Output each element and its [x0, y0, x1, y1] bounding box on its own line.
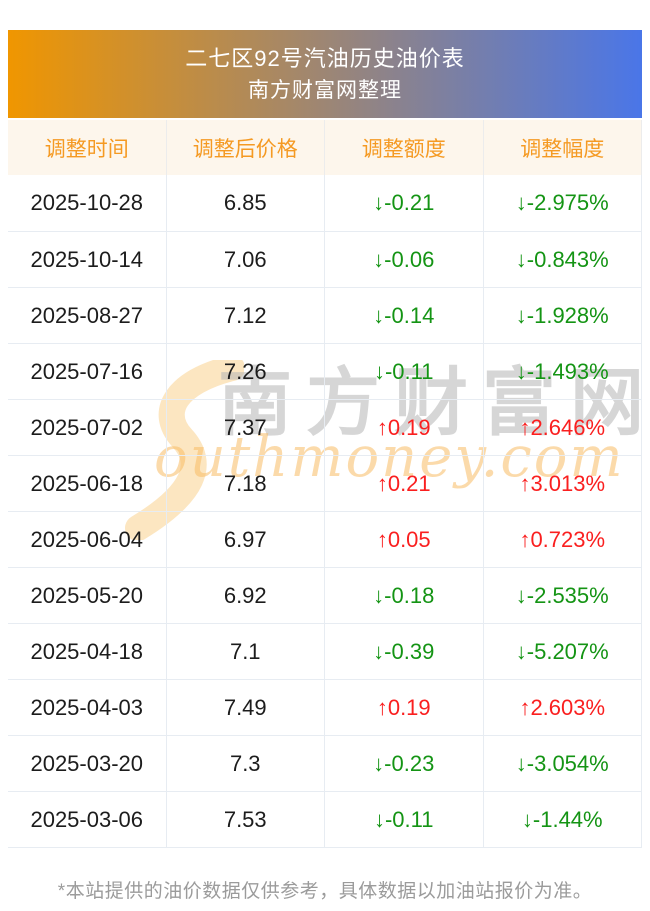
title-banner: 二七区92号汽油历史油价表 南方财富网整理 [8, 30, 642, 118]
adjust-date: 2025-04-03 [8, 680, 167, 735]
change-percent: ↓-1.493% [484, 344, 642, 399]
adjust-date: 2025-07-16 [8, 344, 167, 399]
adjust-date: 2025-10-14 [8, 232, 167, 287]
column-header-change: 调整额度 [325, 120, 484, 175]
change-percent: ↑2.646% [484, 400, 642, 455]
change-amount: ↓-0.11 [325, 792, 484, 847]
adjusted-price: 7.18 [167, 456, 325, 511]
adjust-date: 2025-07-02 [8, 400, 167, 455]
change-amount: ↓-0.06 [325, 232, 484, 287]
change-percent: ↓-2.975% [484, 175, 642, 231]
table-row: 2025-07-02 7.37 ↑0.19 ↑2.646% [8, 399, 642, 455]
table-row: 2025-07-16 7.26 ↓-0.11 ↓-1.493% [8, 343, 642, 399]
change-amount: ↑0.19 [325, 400, 484, 455]
table-row: 2025-06-04 6.97 ↑0.05 ↑0.723% [8, 511, 642, 567]
table-row: 2025-05-20 6.92 ↓-0.18 ↓-2.535% [8, 567, 642, 623]
column-header-pct: 调整幅度 [484, 120, 642, 175]
adjust-date: 2025-08-27 [8, 288, 167, 343]
table-row: 2025-03-06 7.53 ↓-0.11 ↓-1.44% [8, 791, 642, 847]
adjusted-price: 6.85 [167, 175, 325, 231]
change-percent: ↓-1.928% [484, 288, 642, 343]
adjusted-price: 7.53 [167, 792, 325, 847]
page-title: 二七区92号汽油历史油价表 [185, 45, 465, 71]
change-amount: ↓-0.23 [325, 736, 484, 791]
column-header-time: 调整时间 [8, 120, 167, 175]
adjusted-price: 6.97 [167, 512, 325, 567]
table-grid: 调整时间 调整后价格 调整额度 调整幅度 2025-10-28 6.85 ↓-0… [8, 120, 642, 848]
change-amount: ↓-0.39 [325, 624, 484, 679]
price-table: 南方财富网 outhmoney.com 调整时间 调整后价格 调整额度 调整幅度… [8, 120, 642, 848]
change-percent: ↑2.603% [484, 680, 642, 735]
change-amount: ↓-0.11 [325, 344, 484, 399]
change-amount: ↓-0.18 [325, 568, 484, 623]
change-percent: ↓-0.843% [484, 232, 642, 287]
column-header-price: 调整后价格 [167, 120, 325, 175]
table-row: 2025-10-28 6.85 ↓-0.21 ↓-2.975% [8, 175, 642, 231]
change-percent: ↓-5.207% [484, 624, 642, 679]
adjusted-price: 7.1 [167, 624, 325, 679]
adjusted-price: 7.26 [167, 344, 325, 399]
adjusted-price: 7.49 [167, 680, 325, 735]
adjusted-price: 7.3 [167, 736, 325, 791]
adjust-date: 2025-10-28 [8, 175, 167, 231]
table-row: 2025-04-18 7.1 ↓-0.39 ↓-5.207% [8, 623, 642, 679]
change-amount: ↑0.05 [325, 512, 484, 567]
change-percent: ↓-2.535% [484, 568, 642, 623]
change-amount: ↓-0.21 [325, 175, 484, 231]
adjusted-price: 7.12 [167, 288, 325, 343]
change-percent: ↑0.723% [484, 512, 642, 567]
table-row: 2025-03-20 7.3 ↓-0.23 ↓-3.054% [8, 735, 642, 791]
table-row: 2025-08-27 7.12 ↓-0.14 ↓-1.928% [8, 287, 642, 343]
adjust-date: 2025-04-18 [8, 624, 167, 679]
change-percent: ↑3.013% [484, 456, 642, 511]
adjusted-price: 7.37 [167, 400, 325, 455]
adjust-date: 2025-05-20 [8, 568, 167, 623]
adjust-date: 2025-03-06 [8, 792, 167, 847]
adjusted-price: 6.92 [167, 568, 325, 623]
table-row: 2025-04-03 7.49 ↑0.19 ↑2.603% [8, 679, 642, 735]
change-percent: ↓-1.44% [484, 792, 642, 847]
adjust-date: 2025-06-04 [8, 512, 167, 567]
disclaimer-note: *本站提供的油价数据仅供参考，具体数据以加油站报价为准。 [57, 881, 593, 902]
change-amount: ↓-0.14 [325, 288, 484, 343]
page-subtitle: 南方财富网整理 [248, 78, 402, 102]
table-header-row: 调整时间 调整后价格 调整额度 调整幅度 [8, 120, 642, 175]
adjust-date: 2025-06-18 [8, 456, 167, 511]
table-body: 2025-10-28 6.85 ↓-0.21 ↓-2.975% 2025-10-… [8, 175, 642, 848]
table-row: 2025-06-18 7.18 ↑0.21 ↑3.013% [8, 455, 642, 511]
table-row: 2025-10-14 7.06 ↓-0.06 ↓-0.843% [8, 231, 642, 287]
change-percent: ↓-3.054% [484, 736, 642, 791]
change-amount: ↑0.21 [325, 456, 484, 511]
adjust-date: 2025-03-20 [8, 736, 167, 791]
change-amount: ↑0.19 [325, 680, 484, 735]
adjusted-price: 7.06 [167, 232, 325, 287]
